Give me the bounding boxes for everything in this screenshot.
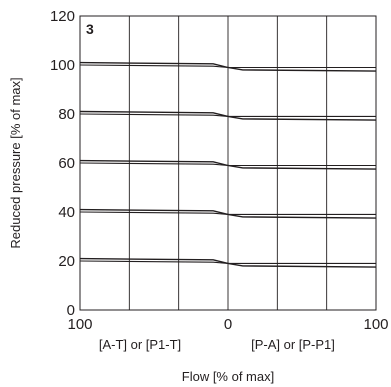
y-tick-label: 100 bbox=[50, 57, 75, 74]
y-tick-label: 40 bbox=[58, 204, 75, 221]
x-category-label: [A-T] or [P1-T] bbox=[99, 337, 181, 352]
panel-label: 3 bbox=[86, 21, 94, 37]
series-line bbox=[79, 211, 376, 215]
x-category-labels: [A-T] or [P1-T] [P-A] or [P-P1] bbox=[99, 337, 335, 352]
y-tick-label: 0 bbox=[67, 302, 75, 319]
y-tick-label: 80 bbox=[58, 106, 75, 123]
x-tick-label: 100 bbox=[363, 316, 388, 333]
plot-frame bbox=[79, 15, 377, 311]
y-axis-title: Reduced pressure [% of max] bbox=[8, 77, 23, 248]
series-line bbox=[79, 162, 376, 167]
x-tick-label: 100 bbox=[67, 316, 92, 333]
y-tick-label: 20 bbox=[58, 253, 75, 270]
x-tick-labels: 100 0 100 bbox=[67, 316, 388, 333]
y-tick-label: 60 bbox=[58, 155, 75, 172]
x-tick-label: 0 bbox=[224, 316, 232, 333]
x-axis-title: Flow [% of max] bbox=[182, 369, 274, 384]
series-line bbox=[79, 260, 376, 264]
series-line bbox=[79, 64, 376, 69]
series-lines bbox=[79, 61, 377, 268]
y-tick-labels: 0 20 40 60 80 100 120 bbox=[50, 8, 75, 319]
series-line bbox=[79, 113, 376, 117]
x-category-label: [P-A] or [P-P1] bbox=[251, 337, 335, 352]
y-tick-label: 120 bbox=[50, 8, 75, 25]
